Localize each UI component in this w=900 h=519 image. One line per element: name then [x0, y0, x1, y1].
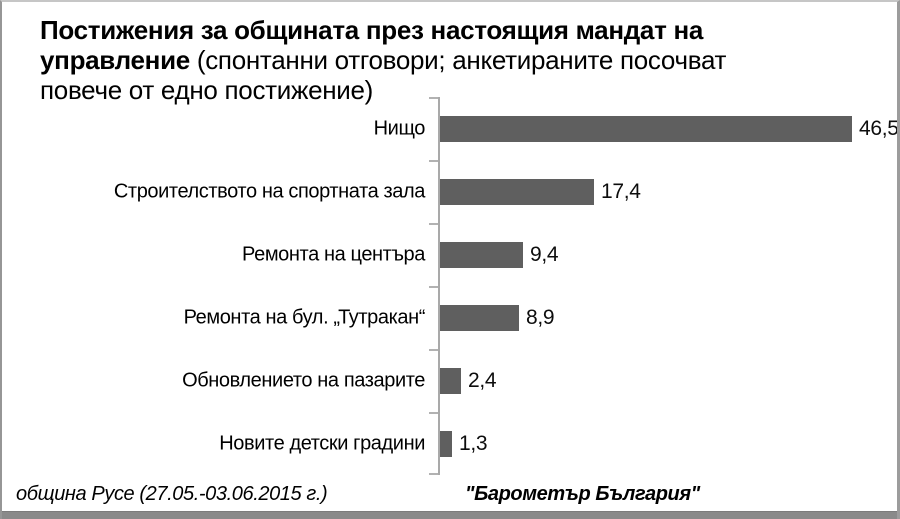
- axis-tick: [429, 473, 438, 475]
- axis-tick: [429, 349, 438, 351]
- category-label: Ремонта на центъра: [242, 243, 425, 265]
- agency-note: "Барометър България": [465, 483, 700, 505]
- bar-row: Строителството на спортната зала 17,4: [2, 160, 897, 223]
- category-label: Нищо: [373, 117, 426, 139]
- axis-tick: [429, 97, 438, 99]
- value-label: 2,4: [468, 368, 497, 392]
- category-label: Ремонта на бул. „Тутракан“: [183, 306, 426, 328]
- title-bold-part: Постижения за общината през настоящия ма…: [40, 15, 704, 45]
- bar: [440, 430, 452, 457]
- value-label: 17,4: [601, 179, 641, 203]
- value-label: 1,3: [459, 431, 488, 455]
- category-label: Новите детски градини: [219, 432, 425, 454]
- title-line-3: повече от едно постижение): [40, 75, 880, 105]
- title-line-2: управление (спонтанни отговори; анкетира…: [40, 45, 880, 75]
- title-bold-part-2: управление: [40, 45, 190, 75]
- axis-tick: [429, 223, 438, 225]
- chart-title: Постижения за общината през настоящия ма…: [40, 15, 880, 105]
- value-label: 8,9: [526, 305, 555, 329]
- axis-tick: [429, 286, 438, 288]
- axis-tick: [429, 412, 438, 414]
- bar: [440, 115, 852, 142]
- title-subtitle-part-2: повече от едно постижение): [40, 75, 374, 105]
- value-label: 9,4: [530, 242, 559, 266]
- bar-row: Обновлението на пазарите 2,4: [2, 349, 897, 412]
- bar: [440, 367, 461, 394]
- category-label: Строителството на спортната зала: [113, 180, 426, 202]
- source-note: община Русе (27.05.-03.06.2015 г.): [16, 483, 328, 505]
- axis-tick: [429, 160, 438, 162]
- bar-row: Нищо 46,5: [2, 97, 899, 160]
- window-bottom-edge: [2, 511, 897, 519]
- chart-footer: община Русе (27.05.-03.06.2015 г.) "Баро…: [2, 483, 897, 511]
- category-label: Обновлението на пазарите: [182, 369, 425, 391]
- bar: [440, 178, 594, 205]
- category-axis-line: [438, 97, 440, 475]
- title-subtitle-part: (спонтанни отговори; анкетираните посочв…: [189, 45, 727, 75]
- bar-row: Новите детски градини 1,3: [2, 412, 897, 475]
- value-label: 46,5: [859, 116, 899, 140]
- title-line-1: Постижения за общината през настоящия ма…: [40, 15, 880, 45]
- bar: [440, 304, 519, 331]
- bar-chart-plot: Нищо 46,5 Строителството на спортната зала…: [2, 97, 899, 475]
- bar-row: Ремонта на центъра 9,4: [2, 223, 897, 286]
- bar-row: Ремонта на бул. „Тутракан“ 8,9: [2, 286, 897, 349]
- bar: [440, 241, 523, 268]
